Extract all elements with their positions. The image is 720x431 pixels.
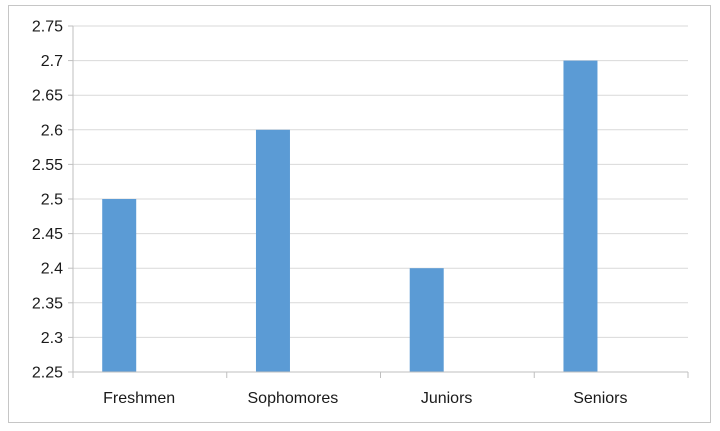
bar-seniors (563, 60, 598, 372)
x-category-labels: Freshmen Sophomores Juniors Seniors (103, 390, 627, 407)
x-category-label: Juniors (421, 390, 473, 407)
bar-freshmen (102, 199, 137, 372)
y-tick-labels: 2.25 2.3 2.35 2.4 2.45 2.5 2.55 2.6 2.65 2.7 2.75 (32, 19, 63, 382)
y-tick-label: 2.65 (32, 88, 63, 105)
x-category-label: Sophomores (248, 390, 339, 407)
y-tick-label: 2.7 (41, 53, 63, 70)
y-tick-label: 2.3 (41, 330, 63, 347)
bar-juniors (409, 268, 444, 372)
y-tick-label: 2.55 (32, 157, 63, 174)
bar-sophomores (255, 129, 290, 372)
y-tick-label: 2.5 (41, 192, 63, 209)
y-tick-label: 2.35 (32, 295, 63, 312)
bars (102, 60, 598, 372)
axes (68, 25, 689, 378)
x-category-label: Seniors (573, 390, 627, 407)
x-category-label: Freshmen (103, 390, 175, 407)
y-tick-label: 2.25 (32, 365, 63, 382)
y-tick-label: 2.75 (32, 19, 63, 36)
y-tick-label: 2.6 (41, 122, 63, 139)
y-tick-label: 2.45 (32, 226, 63, 243)
y-tick-label: 2.4 (41, 261, 63, 278)
